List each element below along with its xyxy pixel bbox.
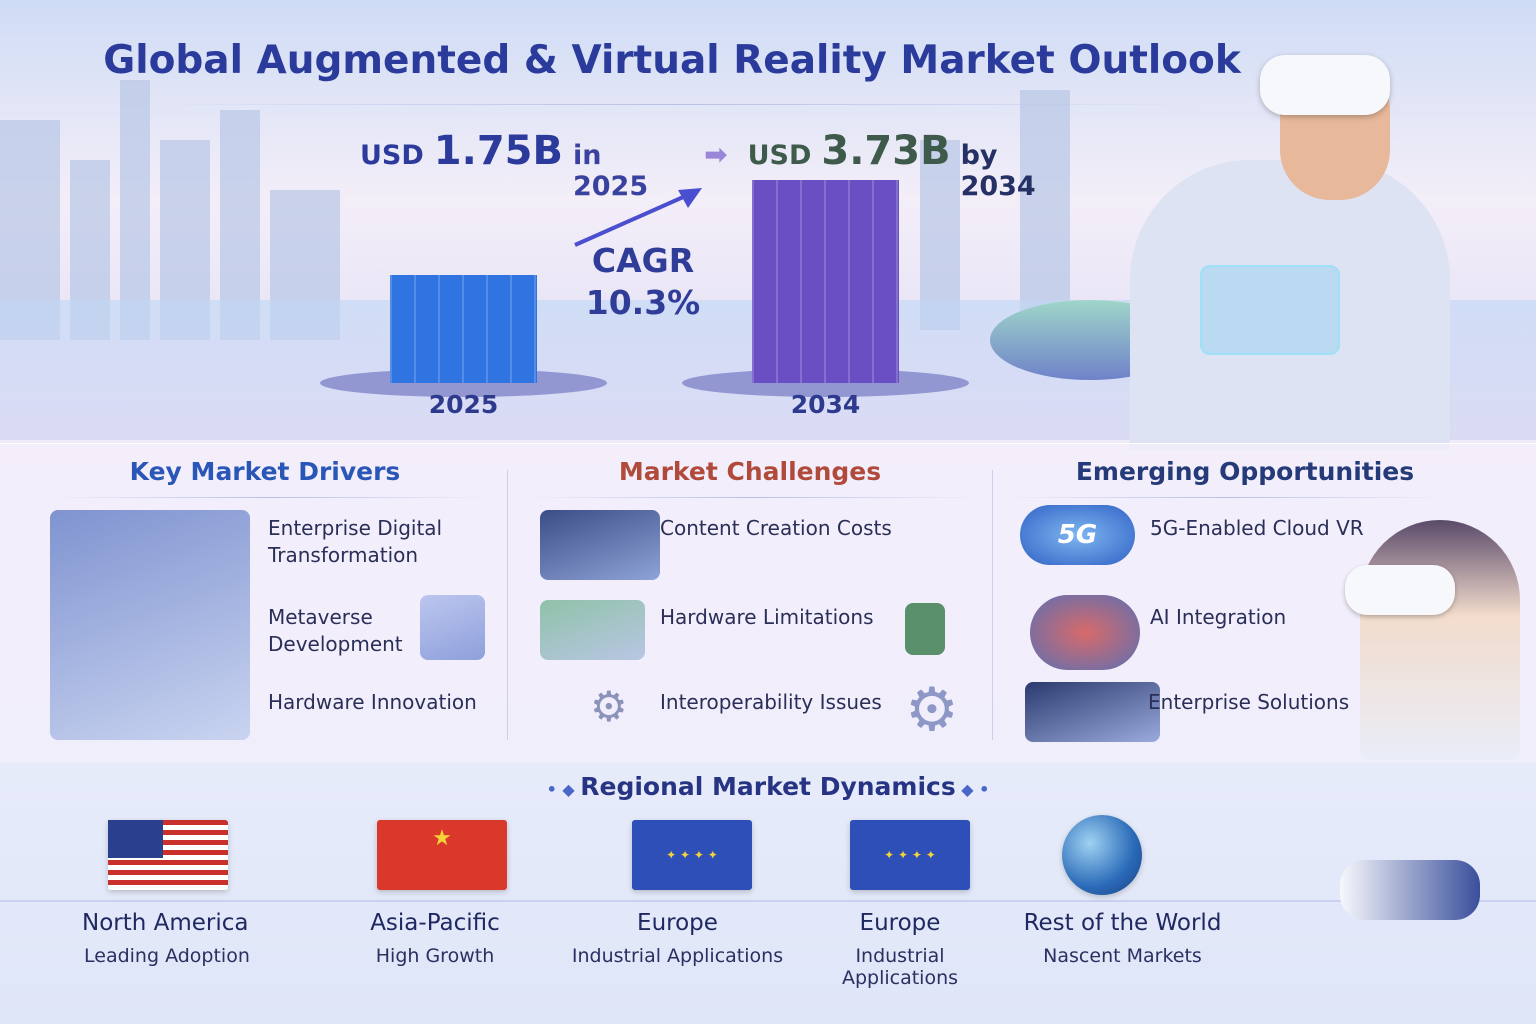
- region-subtitle: High Growth: [375, 945, 495, 967]
- region-baseline: [0, 900, 1536, 902]
- challenge-item: Content Creation Costs: [660, 516, 892, 540]
- cagr-label: CAGR: [591, 241, 695, 280]
- vr-headset-icon: [1340, 860, 1480, 920]
- eu-flag: ✦ ✦ ✦ ✦: [850, 820, 970, 890]
- heading-rule: [1005, 497, 1445, 498]
- gear-icon: ⚙: [905, 675, 959, 745]
- region-card: Rest of the World Nascent Markets: [1010, 810, 1235, 980]
- region-name: Europe: [859, 910, 941, 936]
- china-flag: ★: [377, 820, 507, 890]
- driver-item: Enterprise Digital Transformation: [268, 516, 443, 567]
- diamond-icon: ◆ •: [955, 780, 990, 799]
- globe-icon: [1062, 815, 1142, 895]
- region-subtitle: Nascent Markets: [1043, 945, 1202, 967]
- eu-flag: ✦ ✦ ✦ ✦: [632, 820, 752, 890]
- regional-heading: • ◆ Regional Market Dynamics ◆ •: [0, 772, 1536, 801]
- region-card: ★ Asia-Pacific High Growth: [315, 810, 555, 980]
- growth-arrow-icon: [574, 188, 702, 247]
- region-name: Rest of the World: [1023, 910, 1222, 936]
- hologram-screen: [1200, 265, 1340, 355]
- skyline-building: [120, 80, 150, 340]
- gear-icon: ⚙: [590, 682, 628, 731]
- market-size-chart: 2025 2034: [0, 0, 1000, 440]
- 5g-cloud-icon: 5G: [1020, 505, 1135, 565]
- tablet-icon: [905, 603, 945, 655]
- end-suffix: by 2034: [960, 140, 1036, 202]
- skyline-building: [1020, 90, 1070, 330]
- bar-2034: [752, 180, 899, 383]
- challenge-item: Hardware Limitations: [660, 605, 874, 629]
- region-card: ✦ ✦ ✦ ✦ Europe Industrial Applications: [795, 810, 1005, 989]
- page-title: Global Augmented & Virtual Reality Marke…: [103, 38, 1241, 83]
- vr-user-illustration: [990, 0, 1536, 450]
- region-subtitle: Industrial Applications: [841, 945, 959, 989]
- title-divider: [150, 104, 1200, 105]
- driver-item: Metaverse Development: [268, 605, 403, 656]
- region-card: North America Leading Adoption: [20, 810, 310, 980]
- diamond-icon: • ◆: [546, 780, 581, 799]
- column-divider: [992, 470, 993, 740]
- region-name: North America: [82, 910, 249, 936]
- drivers-heading: Key Market Drivers: [129, 457, 401, 486]
- bar-2025: [390, 275, 537, 383]
- us-flag: [108, 820, 228, 890]
- opportunity-item: Enterprise Solutions: [1148, 690, 1350, 714]
- hardware-device-icon: [540, 600, 645, 660]
- cagr-callout: CAGR 10.3%: [578, 240, 708, 324]
- market-headline: USD 1.75B in 2025 ➡ USD 3.73B by 2034: [360, 128, 1080, 202]
- opportunity-item: AI Integration: [1150, 605, 1287, 629]
- heading-rule: [525, 497, 980, 498]
- driver-illustration-vr-user: [50, 510, 250, 740]
- vr-headset-icon: [1260, 55, 1390, 115]
- heading-rule: [50, 497, 490, 498]
- region-name: Europe: [637, 910, 718, 936]
- opportunities-heading: Emerging Opportunities: [1075, 457, 1415, 486]
- region-subtitle: Leading Adoption: [84, 945, 250, 967]
- driver-item: Hardware Innovation: [268, 690, 477, 714]
- vr-woman-illustration: [1360, 520, 1520, 760]
- metaverse-icon: [420, 595, 485, 660]
- cagr-value: 10.3%: [585, 283, 701, 322]
- challenge-item: Interoperability Issues: [660, 690, 882, 714]
- bar-label: 2025: [428, 390, 499, 419]
- insights-panel: [0, 443, 1536, 763]
- region-subtitle: Industrial Applications: [571, 945, 784, 967]
- laptop-icon: [540, 510, 660, 580]
- opportunity-item: 5G-Enabled Cloud VR: [1150, 516, 1364, 540]
- end-value: 3.73B: [821, 128, 951, 174]
- end-prefix: USD: [747, 140, 812, 171]
- column-divider: [507, 470, 508, 740]
- regional-title: Regional Market Dynamics: [580, 772, 956, 801]
- hoodie: [1130, 160, 1450, 450]
- business-team-icon: [1025, 682, 1160, 742]
- start-prefix: USD: [360, 140, 424, 171]
- ai-brain-icon: [1030, 595, 1140, 670]
- bar-label: 2034: [790, 390, 861, 419]
- challenges-heading: Market Challenges: [618, 457, 882, 486]
- start-value: 1.75B: [433, 128, 563, 174]
- region-card: ✦ ✦ ✦ ✦ Europe Industrial Applications: [565, 810, 790, 980]
- start-suffix: in 2025: [572, 140, 649, 202]
- skyline-building: [920, 140, 960, 330]
- region-name: Asia-Pacific: [370, 910, 500, 936]
- vr-headset-icon: [1345, 565, 1455, 615]
- arrow-right-icon: ➡: [704, 138, 728, 171]
